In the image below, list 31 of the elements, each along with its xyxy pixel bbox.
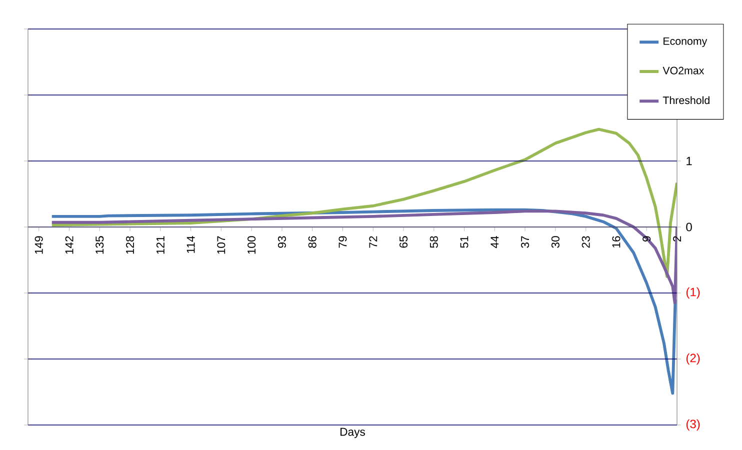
x-tick-label: 65 [400, 236, 408, 248]
x-tick-label: 86 [308, 236, 316, 248]
x-tick-label: 16 [612, 236, 620, 248]
x-tick-label: 107 [217, 236, 226, 254]
y-tick-label: (1) [686, 287, 700, 299]
y-tick-label: (2) [686, 353, 700, 365]
x-tick-label: 30 [551, 236, 560, 248]
legend-label: Economy [664, 37, 708, 48]
y-tick-label: (3) [686, 419, 700, 431]
x-tick-label: 51 [460, 236, 468, 248]
y-tick-label: 1 [686, 156, 692, 166]
x-tick-label: 114 [186, 236, 195, 253]
x-tick-label: 58 [430, 236, 438, 248]
x-tick-label: 135 [96, 236, 104, 254]
x-tick-label: 128 [126, 236, 134, 254]
x-tick-label: 37 [521, 236, 530, 248]
x-tick-label: 2 [673, 236, 681, 242]
legend-label: Threshold [662, 96, 710, 104]
x-tick-label: 79 [338, 236, 347, 248]
x-tick-label: 23 [582, 236, 590, 248]
x-tick-label: 149 [34, 236, 43, 254]
x-tick-label: 9 [642, 236, 651, 242]
x-tick-label: 44 [490, 236, 499, 248]
x-tick-label: 100 [248, 236, 256, 254]
x-tick-label: 121 [156, 236, 164, 254]
legend-label: VO2max [662, 66, 704, 74]
x-tick-label: 142 [65, 236, 74, 254]
x-tick-label: 72 [369, 236, 378, 248]
x-tick-label: 93 [278, 236, 286, 248]
x-axis-title: Days [340, 428, 365, 438]
y-tick-label: 0 [686, 222, 692, 232]
